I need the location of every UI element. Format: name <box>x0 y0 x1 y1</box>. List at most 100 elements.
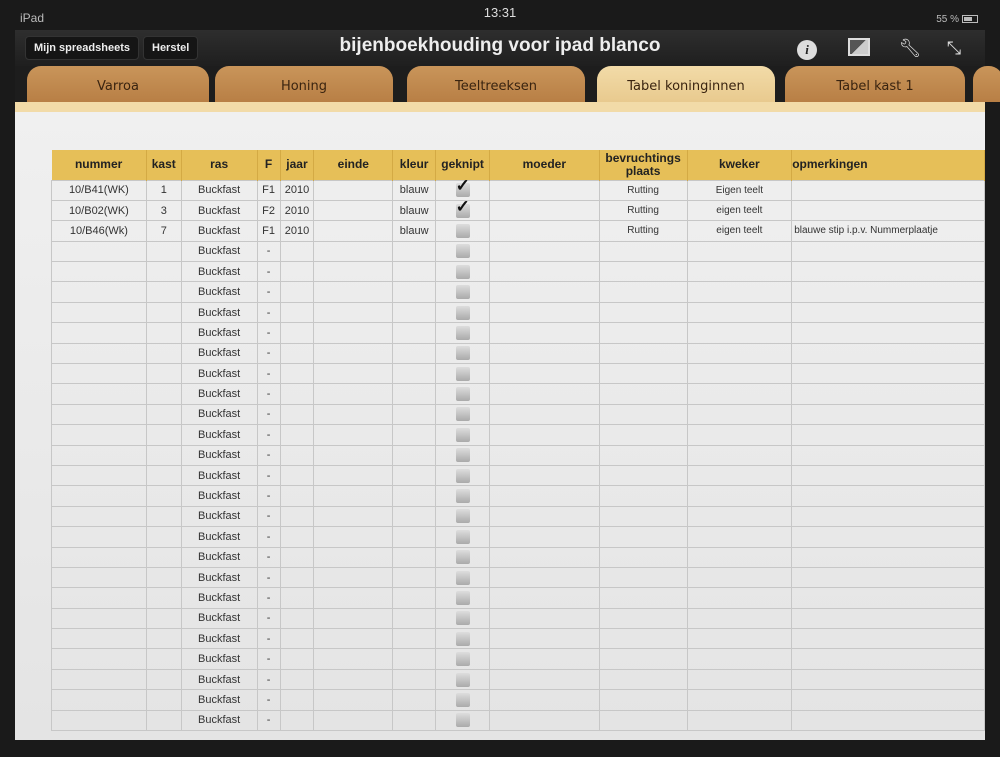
cell-kweker[interactable] <box>686 424 793 446</box>
tab-more[interactable] <box>973 66 1000 102</box>
cell-kleur[interactable] <box>392 587 437 609</box>
cell-geknipt[interactable] <box>435 648 491 670</box>
cell-einde[interactable] <box>313 179 394 201</box>
cell-nummer[interactable] <box>51 709 147 732</box>
cell-kweker[interactable] <box>686 281 793 303</box>
cell-F[interactable]: - <box>256 689 281 711</box>
cell-kleur[interactable] <box>392 566 437 589</box>
cell-jaar[interactable]: 2010 <box>279 199 315 222</box>
cell-einde[interactable] <box>313 199 394 222</box>
cell-nummer[interactable] <box>51 689 147 711</box>
cell-ras[interactable]: Buckfast <box>180 668 258 691</box>
cell-plaats[interactable]: Rutting <box>598 220 688 242</box>
cell-einde[interactable] <box>313 261 394 283</box>
cell-moeder[interactable] <box>489 342 600 365</box>
cell-einde[interactable] <box>313 301 394 324</box>
cell-geknipt[interactable] <box>435 281 491 303</box>
cell-jaar[interactable] <box>279 363 315 385</box>
fullscreen-icon[interactable]: ⤡ <box>946 38 962 58</box>
column-header[interactable]: kleur <box>392 150 437 180</box>
cell-geknipt[interactable] <box>435 566 491 589</box>
cell-plaats[interactable] <box>598 281 688 303</box>
cell-jaar[interactable] <box>279 587 315 609</box>
cell-plaats[interactable] <box>598 363 688 385</box>
cell-F[interactable]: - <box>256 648 281 670</box>
cell-geknipt[interactable] <box>435 689 491 711</box>
checkbox[interactable] <box>455 692 470 707</box>
cell-opm[interactable] <box>791 526 985 548</box>
checkbox[interactable] <box>455 652 470 667</box>
my-spreadsheets-button[interactable]: Mijn spreadsheets <box>25 36 139 60</box>
cell-moeder[interactable] <box>489 322 600 344</box>
cell-nummer[interactable]: 10/B46(Wk) <box>51 220 147 242</box>
cell-kleur[interactable]: blauw <box>392 199 437 222</box>
cell-moeder[interactable] <box>489 363 600 385</box>
cell-kleur[interactable] <box>392 342 437 365</box>
cell-F[interactable]: F1 <box>256 179 281 201</box>
checkbox[interactable] <box>455 672 470 687</box>
cell-kast[interactable] <box>145 464 182 487</box>
cell-kweker[interactable] <box>686 628 793 650</box>
cell-einde[interactable] <box>313 322 394 344</box>
checkbox[interactable] <box>455 713 470 728</box>
cell-nummer[interactable] <box>51 628 147 650</box>
cell-einde[interactable] <box>313 709 394 732</box>
column-header[interactable]: einde <box>313 150 394 180</box>
checkbox[interactable] <box>455 325 470 340</box>
cell-jaar[interactable] <box>279 444 315 466</box>
cell-kast[interactable] <box>145 648 182 670</box>
cell-kleur[interactable] <box>392 628 437 650</box>
cell-kleur[interactable] <box>392 281 437 303</box>
cell-F[interactable]: - <box>256 546 281 568</box>
cell-kweker[interactable] <box>686 464 793 487</box>
cell-jaar[interactable] <box>279 526 315 548</box>
cell-ras[interactable]: Buckfast <box>180 301 258 324</box>
cell-jaar[interactable] <box>279 301 315 324</box>
cell-plaats[interactable] <box>598 301 688 324</box>
cell-kweker[interactable]: Eigen teelt <box>686 179 793 201</box>
cell-ras[interactable]: Buckfast <box>180 628 258 650</box>
column-header[interactable]: jaar <box>280 150 315 180</box>
checkbox[interactable] <box>455 468 470 483</box>
cell-opm[interactable] <box>791 587 985 609</box>
cell-kast[interactable] <box>145 607 182 630</box>
cell-ras[interactable]: Buckfast <box>180 526 258 548</box>
cell-kast[interactable] <box>145 566 182 589</box>
tab-teeltreeksen[interactable]: Teeltreeksen <box>407 66 585 102</box>
cell-jaar[interactable] <box>279 240 315 263</box>
cell-opm[interactable] <box>791 199 985 222</box>
cell-moeder[interactable] <box>489 179 600 201</box>
cell-kweker[interactable] <box>686 566 793 589</box>
cell-F[interactable]: - <box>256 363 281 385</box>
cell-jaar[interactable] <box>279 668 315 691</box>
cell-kast[interactable] <box>145 668 182 691</box>
cell-ras[interactable]: Buckfast <box>180 199 258 222</box>
cell-jaar[interactable] <box>279 628 315 650</box>
cell-jaar[interactable]: 2010 <box>279 220 315 242</box>
cell-kweker[interactable]: eigen teelt <box>686 220 793 242</box>
cell-moeder[interactable] <box>489 424 600 446</box>
checkbox[interactable] <box>455 197 470 218</box>
cell-ras[interactable]: Buckfast <box>180 464 258 487</box>
cell-plaats[interactable]: Rutting <box>598 179 688 201</box>
cell-F[interactable]: - <box>256 281 281 303</box>
cell-opm[interactable]: blauwe stip i.p.v. Nummerplaatje <box>791 220 985 242</box>
cell-F[interactable]: - <box>256 566 281 589</box>
cell-plaats[interactable] <box>598 607 688 630</box>
cell-ras[interactable]: Buckfast <box>180 240 258 263</box>
cell-kweker[interactable] <box>686 485 793 507</box>
cell-nummer[interactable] <box>51 240 147 263</box>
cell-F[interactable]: - <box>256 322 281 344</box>
cell-kast[interactable] <box>145 526 182 548</box>
cell-geknipt[interactable] <box>435 464 491 487</box>
cell-F[interactable]: - <box>256 628 281 650</box>
cell-plaats[interactable] <box>598 526 688 548</box>
cell-geknipt[interactable] <box>435 546 491 568</box>
cell-jaar[interactable] <box>279 607 315 630</box>
cell-ras[interactable]: Buckfast <box>180 648 258 670</box>
cell-moeder[interactable] <box>489 383 600 405</box>
cell-plaats[interactable] <box>598 485 688 507</box>
checkbox[interactable] <box>455 489 470 504</box>
cell-plaats[interactable] <box>598 403 688 426</box>
cell-einde[interactable] <box>313 403 394 426</box>
